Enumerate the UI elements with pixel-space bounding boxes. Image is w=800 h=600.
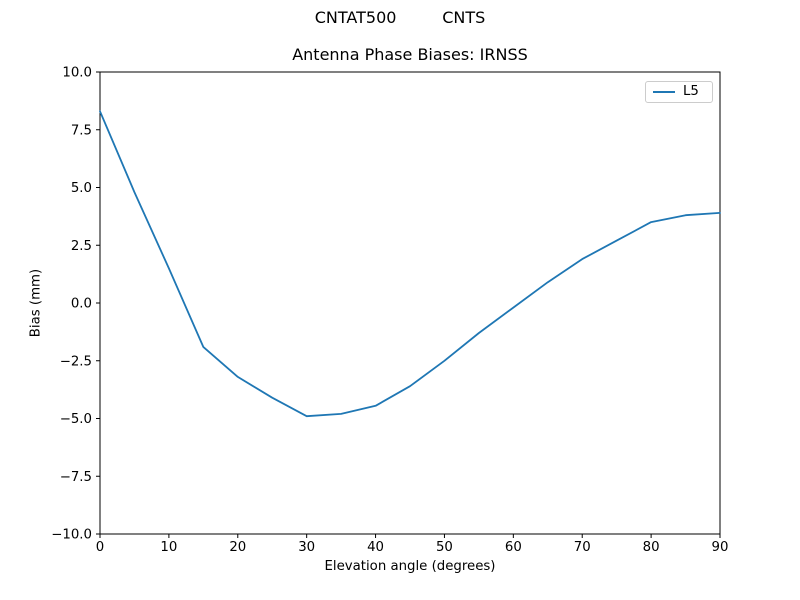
y-axis-label: Bias (mm) bbox=[28, 268, 44, 338]
y-tick-label: −10.0 bbox=[51, 528, 92, 543]
axes-title: Antenna Phase Biases: IRNSS bbox=[292, 45, 528, 64]
x-tick-label: 0 bbox=[96, 540, 104, 555]
legend: L5 bbox=[645, 81, 713, 103]
x-tick-label: 40 bbox=[367, 540, 384, 555]
x-tick-label: 30 bbox=[298, 540, 315, 555]
y-tick-label: 10.0 bbox=[62, 66, 92, 81]
y-tick-label: −5.0 bbox=[60, 412, 92, 427]
x-tick-label: 90 bbox=[712, 540, 729, 555]
x-tick-label: 60 bbox=[505, 540, 522, 555]
x-tick-label: 70 bbox=[574, 540, 591, 555]
x-axis-label: Elevation angle (degrees) bbox=[324, 559, 496, 574]
x-tick-label: 10 bbox=[160, 540, 177, 555]
y-tick-label: 7.5 bbox=[71, 123, 92, 138]
x-tick-label: 80 bbox=[643, 540, 660, 555]
x-tick-label: 20 bbox=[229, 540, 246, 555]
y-tick-label: 2.5 bbox=[71, 239, 92, 254]
y-tick-label: 5.0 bbox=[71, 181, 92, 196]
x-tick-label: 50 bbox=[436, 540, 453, 555]
legend-swatch bbox=[653, 91, 675, 93]
figure-suptitle: CNTAT500 CNTS bbox=[314, 8, 486, 27]
y-tick-label: 0.0 bbox=[71, 297, 92, 312]
axes-frame bbox=[99, 71, 721, 535]
legend-label: L5 bbox=[683, 84, 699, 100]
series-line-L5 bbox=[99, 110, 721, 418]
y-tick-label: −2.5 bbox=[60, 354, 92, 369]
y-tick-label: −7.5 bbox=[60, 470, 92, 485]
